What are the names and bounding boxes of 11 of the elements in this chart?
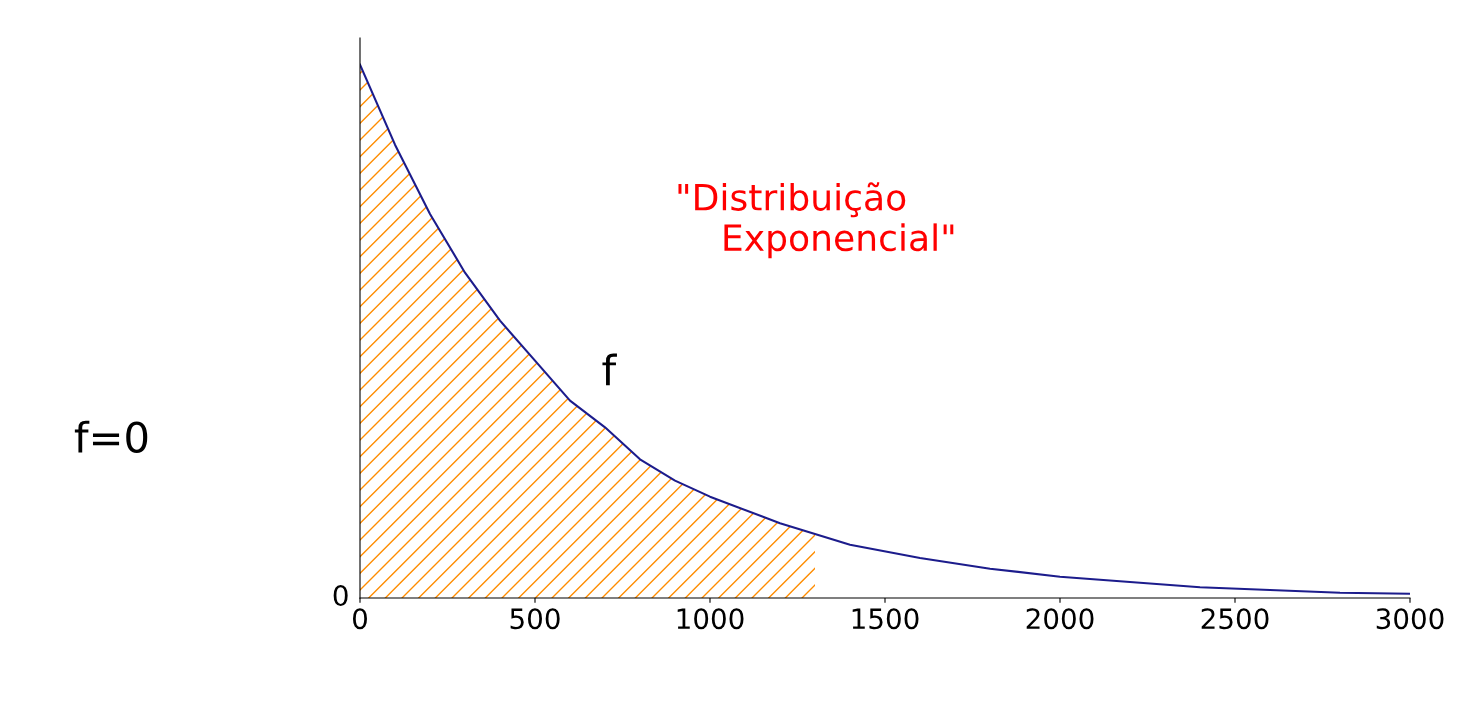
text: f=0 <box>74 420 148 453</box>
x-tick-label: 0 <box>352 608 367 630</box>
x-tick-label: 500 <box>510 608 560 630</box>
text: 0 <box>333 585 348 607</box>
x-tick-label: 1500 <box>852 608 919 630</box>
x-tick-label: 1000 <box>677 608 744 630</box>
x-tick-label: 2500 <box>1201 608 1269 630</box>
x-tick-label: 3000 <box>1376 608 1444 630</box>
x-tick-label: 2000 <box>1026 608 1094 630</box>
annotation: "Distribuição Exponencial" <box>678 182 954 259</box>
annotation: f <box>602 353 617 386</box>
